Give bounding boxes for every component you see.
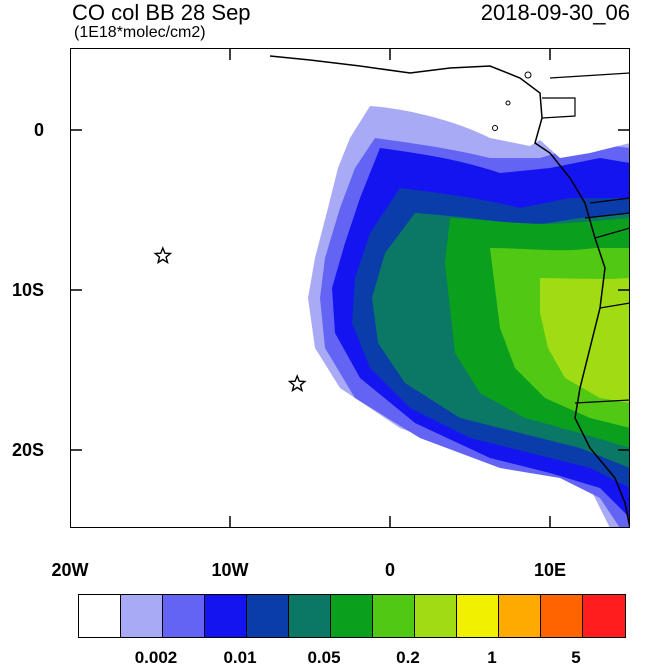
map-svg — [70, 48, 630, 528]
x-tick-label-20w: 20W — [51, 560, 89, 580]
plume-level-8 — [540, 278, 630, 403]
x-tick-label-10w: 10W — [211, 560, 249, 580]
colorbar-cell-6 — [289, 595, 331, 637]
island-2 — [505, 100, 511, 106]
map-ticks — [70, 48, 630, 528]
plot-title: CO col BB 28 Sep — [72, 0, 251, 25]
colorbar-cell-8 — [373, 595, 415, 637]
colorbar-cell-1 — [79, 595, 121, 637]
colorbar-cell-2 — [121, 595, 163, 637]
colorbar-label-3: 0.05 — [307, 648, 341, 667]
plot-units: (1E18*molec/cm2) — [74, 24, 206, 41]
island-1 — [492, 125, 498, 131]
x-tick-label-10e: 10E — [533, 560, 567, 580]
colorbar-cell-4 — [205, 595, 247, 637]
coastline — [269, 55, 630, 528]
plot-timestamp: 2018-09-30_06 — [480, 0, 630, 25]
colorbar-cell-9 — [415, 595, 457, 637]
colorbar-cell-5 — [247, 595, 289, 637]
colorbar-cell-3 — [163, 595, 205, 637]
land-north-africa — [250, 48, 630, 158]
map-panel — [70, 48, 630, 528]
colorbar-label-5: 1 — [487, 648, 497, 667]
star-marker-1 — [153, 246, 173, 265]
y-tick-label-20s: 20S — [11, 440, 44, 460]
star-marker-2 — [287, 374, 307, 393]
marker-layer — [153, 246, 307, 393]
colorbar-label-2: 0.01 — [223, 648, 257, 667]
y-tick-label-0: 0 — [33, 120, 44, 140]
border-lines — [541, 72, 630, 404]
colorbar-cell-13 — [583, 595, 625, 637]
colorbar-cell-12 — [541, 595, 583, 637]
colorbar-label-4: 0.2 — [396, 648, 420, 667]
colorbar-cell-11 — [499, 595, 541, 637]
x-tick-label-0: 0 — [384, 560, 395, 580]
colorbar — [78, 594, 626, 638]
colorbar-label-6: 5 — [571, 648, 581, 667]
colorbar-cell-10 — [457, 595, 499, 637]
colorbar-cell-7 — [331, 595, 373, 637]
y-tick-label-10s: 10S — [11, 280, 44, 300]
colorbar-label-1: 0.002 — [134, 648, 178, 667]
island-3 — [524, 71, 532, 79]
